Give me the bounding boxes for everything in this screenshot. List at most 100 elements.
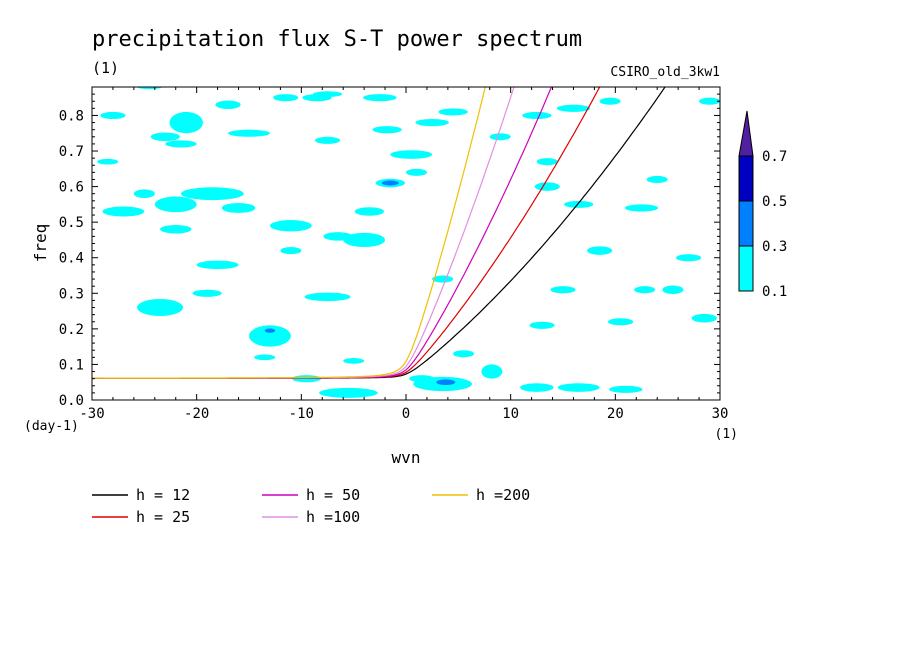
legend-label-h50: h = 50 xyxy=(306,486,360,504)
colorbar-label: 0.1 xyxy=(762,284,787,300)
chart-subtitle-left: (1) xyxy=(92,59,119,77)
x-axis-unit: (1) xyxy=(715,427,738,442)
contour-region-0.1-2 xyxy=(133,189,155,198)
contour-region-0.1-48 xyxy=(556,104,591,112)
y-tick-label: 0.3 xyxy=(59,286,84,302)
contour-region-0.1-15 xyxy=(248,325,291,347)
x-tick-label: 30 xyxy=(712,406,729,422)
contour-region-0.1-57 xyxy=(676,254,702,262)
colorbar-segment-1 xyxy=(738,200,754,247)
contour-region-0.1-61 xyxy=(343,358,365,364)
contour-region-0.1-6 xyxy=(165,140,197,148)
contour-region-0.1-58 xyxy=(691,313,717,323)
y-tick-label: 0.6 xyxy=(59,180,84,196)
contour-region-0.1-24 xyxy=(319,387,378,398)
contour-region-0.1-31 xyxy=(406,168,427,176)
colorbar-label: 0.3 xyxy=(762,239,787,255)
y-tick-label: 0.4 xyxy=(59,251,84,267)
colorbar-label: 0.7 xyxy=(762,149,787,165)
contour-region-0.1-17 xyxy=(269,220,312,232)
contour-region-0.1-22 xyxy=(304,292,351,302)
legend-label-h100: h =100 xyxy=(306,508,360,526)
x-tick-label: 0 xyxy=(402,406,410,422)
contour-region-0.3-1 xyxy=(436,379,456,386)
x-tick-label: -30 xyxy=(79,406,104,422)
contour-region-0.1-44 xyxy=(529,321,555,329)
chart-title: precipitation flux S-T power spectrum xyxy=(92,27,582,52)
contour-region-0.1-63 xyxy=(97,158,119,165)
plot-area: -30 -20 -10 0 10 20 30 0.0 0.1 0.2 0.3 0.4 0.5 0.6 0.7… xyxy=(59,86,729,422)
contour-region-0.1-46 xyxy=(564,200,594,208)
x-axis-label: wvn xyxy=(392,448,421,467)
contour-region-0.1-0 xyxy=(100,111,126,120)
contour-region-0.1-43 xyxy=(536,158,558,166)
contour-region-0.1-7 xyxy=(154,196,197,213)
contour-region-0.1-40 xyxy=(520,383,554,392)
contour-region-0.1-27 xyxy=(363,94,397,102)
contour-region-0.1-14 xyxy=(228,129,270,137)
contour-region-0.1-12 xyxy=(215,100,241,110)
contour-region-0.1-54 xyxy=(634,286,656,294)
contour-region-0.1-36 xyxy=(438,108,468,116)
contour-region-0.1-62 xyxy=(254,354,276,361)
y-axis-label: freq xyxy=(31,224,50,263)
colorbar-segment-2 xyxy=(738,155,754,202)
legend: h = 12 h = 25 h = 50 h =100 h =200 xyxy=(92,486,530,526)
contour-region-0.1-10 xyxy=(196,260,239,270)
contour-region-0.3-2 xyxy=(264,328,276,333)
contour-region-0.1-51 xyxy=(608,318,634,326)
y-tick-label: 0.8 xyxy=(59,108,84,124)
contour-region-0.1-52 xyxy=(609,385,643,393)
y-tick-label: 0.0 xyxy=(59,393,84,409)
axis-ticks: -30 -20 -10 0 10 20 30 0.0 0.1 0.2 0.3 0.4 0.5 0.6 0.7… xyxy=(59,87,729,422)
contour-region-0.1-16 xyxy=(273,94,299,102)
contour-region-0.1-18 xyxy=(280,247,302,255)
contour-region-0.1-47 xyxy=(557,383,600,392)
x-tick-label: 10 xyxy=(502,406,519,422)
contour-region-0.1-55 xyxy=(646,175,668,184)
contour-region-0.1-25 xyxy=(343,232,386,248)
contour-region-0.1-49 xyxy=(587,246,613,255)
y-tick-label: 0.2 xyxy=(59,322,84,338)
legend-label-h25: h = 25 xyxy=(136,508,190,526)
contour-region-0.1-33 xyxy=(415,119,449,127)
colorbar-extend-arrow xyxy=(738,110,754,157)
contour-region-0.1-1 xyxy=(102,206,145,217)
contour-region-0.1-64 xyxy=(137,87,163,90)
contour-region-0.1-9 xyxy=(192,289,222,297)
y-tick-label: 0.7 xyxy=(59,144,84,160)
colorbar-label: 0.5 xyxy=(762,194,787,210)
contour-region-0.1-5 xyxy=(160,225,192,234)
contour-region-0.1-3 xyxy=(137,298,184,317)
contour-region-0.1-39 xyxy=(489,133,511,141)
contour-region-0.1-53 xyxy=(624,204,659,212)
y-tick-label: 0.5 xyxy=(59,215,84,231)
contour-region-0.1-8 xyxy=(169,111,203,134)
contour-region-0.1-13 xyxy=(221,202,256,213)
contour-region-0.1-35 xyxy=(432,275,454,283)
legend-label-h12: h = 12 xyxy=(136,486,190,504)
contour-fills xyxy=(97,87,720,398)
y-axis-unit: (day-1) xyxy=(24,419,79,434)
contour-region-0.1-60 xyxy=(312,91,343,97)
chart-subtitle-right: CSIRO_old_3kw1 xyxy=(610,65,720,80)
dispersion-curve-h200 xyxy=(92,87,486,379)
contour-region-0.1-37 xyxy=(453,350,475,358)
contour-region-0.1-4 xyxy=(150,132,180,142)
contour-region-0.3-0 xyxy=(381,180,399,186)
contour-region-0.1-42 xyxy=(534,182,560,191)
x-tick-label: 20 xyxy=(607,406,624,422)
contour-region-0.1-11 xyxy=(180,187,244,201)
x-tick-label: -10 xyxy=(289,406,314,422)
colorbar-segment-0 xyxy=(738,245,754,292)
contour-region-0.1-41 xyxy=(522,111,552,120)
contour-region-0.1-21 xyxy=(314,136,341,144)
contour-region-0.1-30 xyxy=(390,150,433,159)
contour-region-0.1-29 xyxy=(372,126,402,134)
contour-region-0.1-26 xyxy=(354,207,385,216)
contour-region-0.1-50 xyxy=(599,97,621,105)
legend-label-h200: h =200 xyxy=(476,486,530,504)
contour-region-0.1-56 xyxy=(662,285,684,295)
colorbar: 0.1 0.3 0.5 0.7 xyxy=(738,110,787,300)
